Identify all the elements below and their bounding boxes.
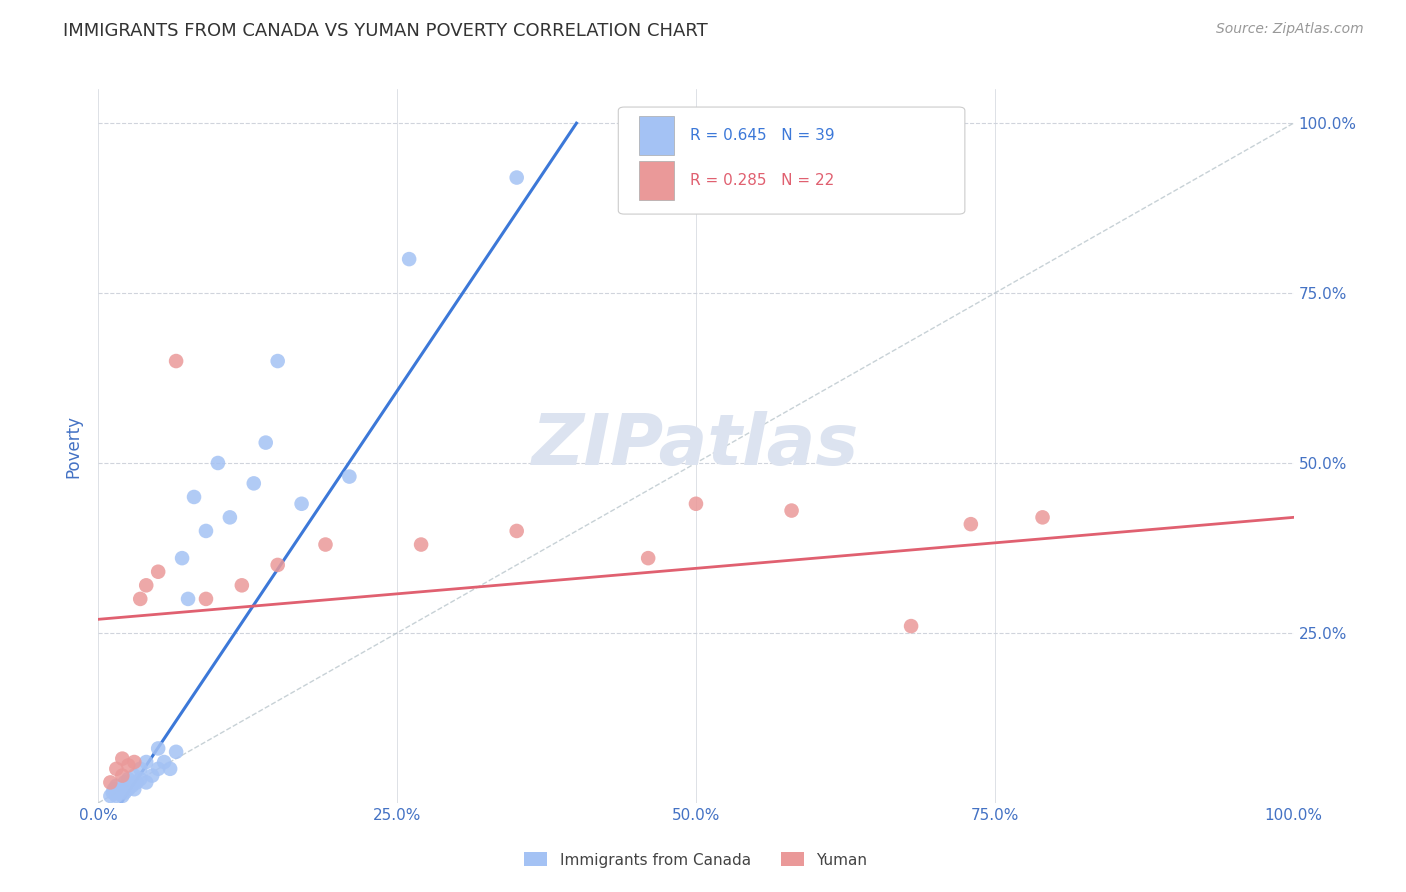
Point bbox=[111, 782, 134, 797]
Point bbox=[194, 524, 218, 538]
Point bbox=[148, 741, 170, 756]
Text: Source: ZipAtlas.com: Source: ZipAtlas.com bbox=[1216, 22, 1364, 37]
Point bbox=[135, 755, 157, 769]
Point bbox=[959, 517, 981, 532]
Point bbox=[141, 769, 163, 783]
Point bbox=[398, 252, 420, 266]
Point bbox=[153, 755, 176, 769]
Point bbox=[165, 354, 187, 368]
Point bbox=[254, 435, 277, 450]
Point bbox=[103, 782, 125, 797]
Legend: Immigrants from Canada, Yuman: Immigrants from Canada, Yuman bbox=[519, 847, 873, 873]
Point bbox=[108, 786, 131, 800]
Point bbox=[267, 558, 290, 572]
Point bbox=[105, 779, 128, 793]
Point bbox=[685, 497, 707, 511]
FancyBboxPatch shape bbox=[638, 116, 675, 155]
Point bbox=[135, 578, 157, 592]
Point bbox=[124, 782, 146, 797]
Point bbox=[900, 619, 922, 633]
Point bbox=[111, 789, 134, 803]
FancyBboxPatch shape bbox=[638, 161, 675, 200]
Point bbox=[411, 537, 433, 551]
Point bbox=[121, 779, 143, 793]
Point bbox=[315, 537, 337, 551]
Text: ZIPatlas: ZIPatlas bbox=[533, 411, 859, 481]
Point bbox=[111, 751, 134, 765]
Text: R = 0.285   N = 22: R = 0.285 N = 22 bbox=[690, 173, 834, 188]
Point bbox=[165, 745, 187, 759]
Point bbox=[98, 775, 122, 789]
Point bbox=[129, 591, 152, 606]
Text: IMMIGRANTS FROM CANADA VS YUMAN POVERTY CORRELATION CHART: IMMIGRANTS FROM CANADA VS YUMAN POVERTY … bbox=[63, 22, 709, 40]
Point bbox=[194, 591, 218, 606]
Point bbox=[267, 354, 290, 368]
Point bbox=[219, 510, 242, 524]
Point bbox=[207, 456, 229, 470]
Point bbox=[183, 490, 205, 504]
Point bbox=[101, 786, 124, 800]
Point bbox=[172, 551, 194, 566]
Point bbox=[129, 762, 152, 776]
Point bbox=[117, 772, 139, 786]
Point bbox=[339, 469, 360, 483]
Point bbox=[506, 170, 529, 185]
Point bbox=[114, 775, 136, 789]
Point bbox=[117, 782, 139, 797]
Point bbox=[124, 769, 146, 783]
Y-axis label: Poverty: Poverty bbox=[65, 415, 83, 477]
Point bbox=[129, 772, 152, 786]
Point bbox=[105, 789, 128, 803]
Point bbox=[231, 578, 253, 592]
Point bbox=[117, 758, 139, 772]
Point bbox=[114, 786, 136, 800]
Point bbox=[111, 769, 134, 783]
Point bbox=[290, 497, 312, 511]
Point bbox=[98, 789, 122, 803]
Point bbox=[105, 762, 128, 776]
Point bbox=[124, 755, 146, 769]
Point bbox=[148, 762, 170, 776]
Point bbox=[506, 524, 529, 538]
Text: R = 0.645   N = 39: R = 0.645 N = 39 bbox=[690, 128, 835, 143]
Point bbox=[135, 775, 157, 789]
Point bbox=[637, 551, 659, 566]
FancyBboxPatch shape bbox=[619, 107, 965, 214]
Point bbox=[125, 775, 148, 789]
Point bbox=[243, 476, 266, 491]
Point bbox=[159, 762, 181, 776]
Point bbox=[1032, 510, 1054, 524]
Point bbox=[177, 591, 200, 606]
Point bbox=[148, 565, 170, 579]
Point bbox=[780, 503, 803, 517]
